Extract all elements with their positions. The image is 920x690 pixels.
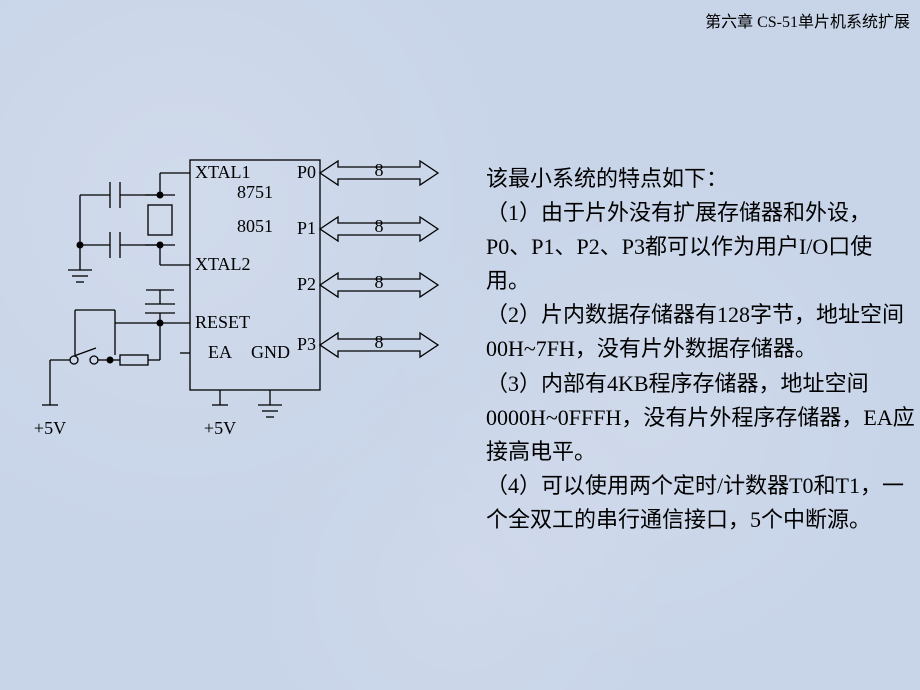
pin-reset-label: RESET (195, 312, 250, 332)
vplus-right-label: +5V (204, 418, 236, 438)
pin-xtal1-label: XTAL1 (195, 162, 251, 182)
pin-p2-label: P2 (297, 274, 316, 294)
svg-text:8: 8 (375, 216, 384, 236)
svg-text:8: 8 (375, 160, 384, 180)
bus-arrow-p0: 8 (320, 160, 438, 185)
pin-p0-label: P0 (297, 162, 316, 182)
bus-arrow-p3: 8 (320, 332, 438, 357)
text-line-2: （2）片内数据存储器有128字节，地址空间00H~7FH，没有片外数据存储器。 (486, 298, 916, 366)
chip-name-1: 8751 (237, 182, 273, 202)
text-line-4: （4）可以使用两个定时/计数器T0和T1，一个全双工的串行通信接口，5个中断源。 (486, 469, 916, 537)
bus-arrow-p1: 8 (320, 216, 438, 241)
pin-p1-label: P1 (297, 218, 316, 238)
pin-xtal2-label: XTAL2 (195, 254, 251, 274)
vplus-left-label: +5V (34, 418, 66, 438)
pin-ea-label: EA (208, 342, 232, 362)
feature-text: 该最小系统的特点如下： （1）由于片外没有扩展存储器和外设，P0、P1、P2、P… (486, 162, 916, 537)
schematic-diagram: 8751 8051 XTAL1 XTAL2 RESET EA P0 P1 P2 … (20, 150, 470, 470)
chapter-header: 第六章 CS-51单片机系统扩展 (705, 8, 910, 32)
chip-name-2: 8051 (237, 216, 273, 236)
svg-text:8: 8 (375, 272, 384, 292)
text-line-0: 该最小系统的特点如下： (486, 162, 916, 196)
pin-gnd-label: GND (251, 342, 290, 362)
pin-p3-label: P3 (297, 334, 316, 354)
bus-arrow-p2: 8 (320, 272, 438, 297)
text-line-3: （3）内部有4KB程序存储器，地址空间0000H~0FFFH，没有片外程序存储器… (486, 367, 916, 469)
svg-text:8: 8 (375, 332, 384, 352)
text-line-1: （1）由于片外没有扩展存储器和外设，P0、P1、P2、P3都可以作为用户I/O口… (486, 196, 916, 298)
